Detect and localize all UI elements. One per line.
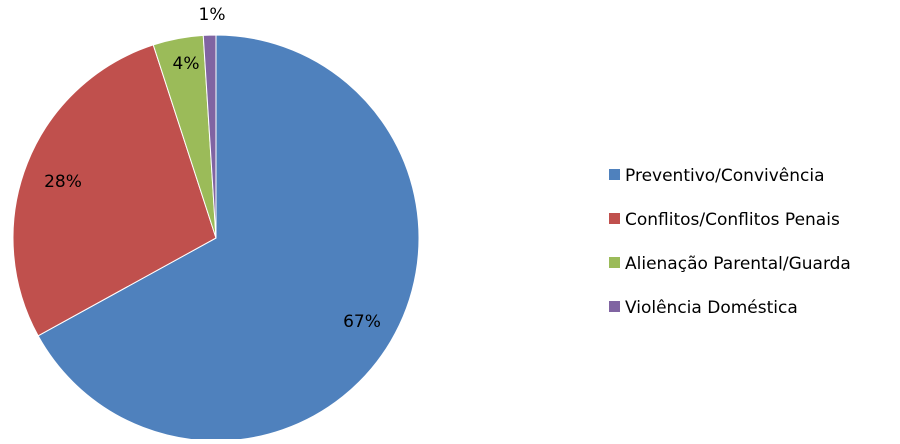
data-label-alienacao-parental-guarda: 4% [173, 54, 200, 74]
pie-slice-preventivo-convivencia [37, 34, 420, 442]
legend-item-preventivo-convivencia: Preventivo/Convivência [609, 166, 825, 186]
legend-swatch-alienacao-parental-guarda [609, 257, 620, 268]
legend-item-violencia-domestica: Violência Doméstica [609, 298, 798, 318]
legend-swatch-preventivo-convivencia [609, 169, 620, 180]
legend-label-conflitos-conflitos-penais: Conflitos/Conflitos Penais [625, 210, 840, 230]
legend-swatch-conflitos-conflitos-penais [609, 213, 620, 224]
data-label-preventivo-convivencia: 67% [343, 312, 381, 332]
legend-item-conflitos-conflitos-penais: Conflitos/Conflitos Penais [609, 210, 840, 230]
pie-data-labels: 67% 28% 4% 1% [44, 5, 381, 332]
data-label-violencia-domestica: 1% [199, 5, 226, 25]
pie-slices [12, 34, 420, 442]
legend-swatch-violencia-domestica [609, 301, 620, 312]
legend-label-preventivo-convivencia: Preventivo/Convivência [625, 166, 825, 186]
legend-label-violencia-domestica: Violência Doméstica [625, 298, 798, 318]
legend: Preventivo/Convivência Conflitos/Conflito… [609, 166, 851, 318]
data-label-conflitos-conflitos-penais: 28% [44, 172, 82, 192]
legend-label-alienacao-parental-guarda: Alienação Parental/Guarda [625, 254, 851, 274]
pie-slice-conflitos-conflitos-penais [12, 44, 217, 337]
pie-slice-violencia-domestica [202, 34, 217, 239]
legend-item-alienacao-parental-guarda: Alienação Parental/Guarda [609, 254, 851, 274]
